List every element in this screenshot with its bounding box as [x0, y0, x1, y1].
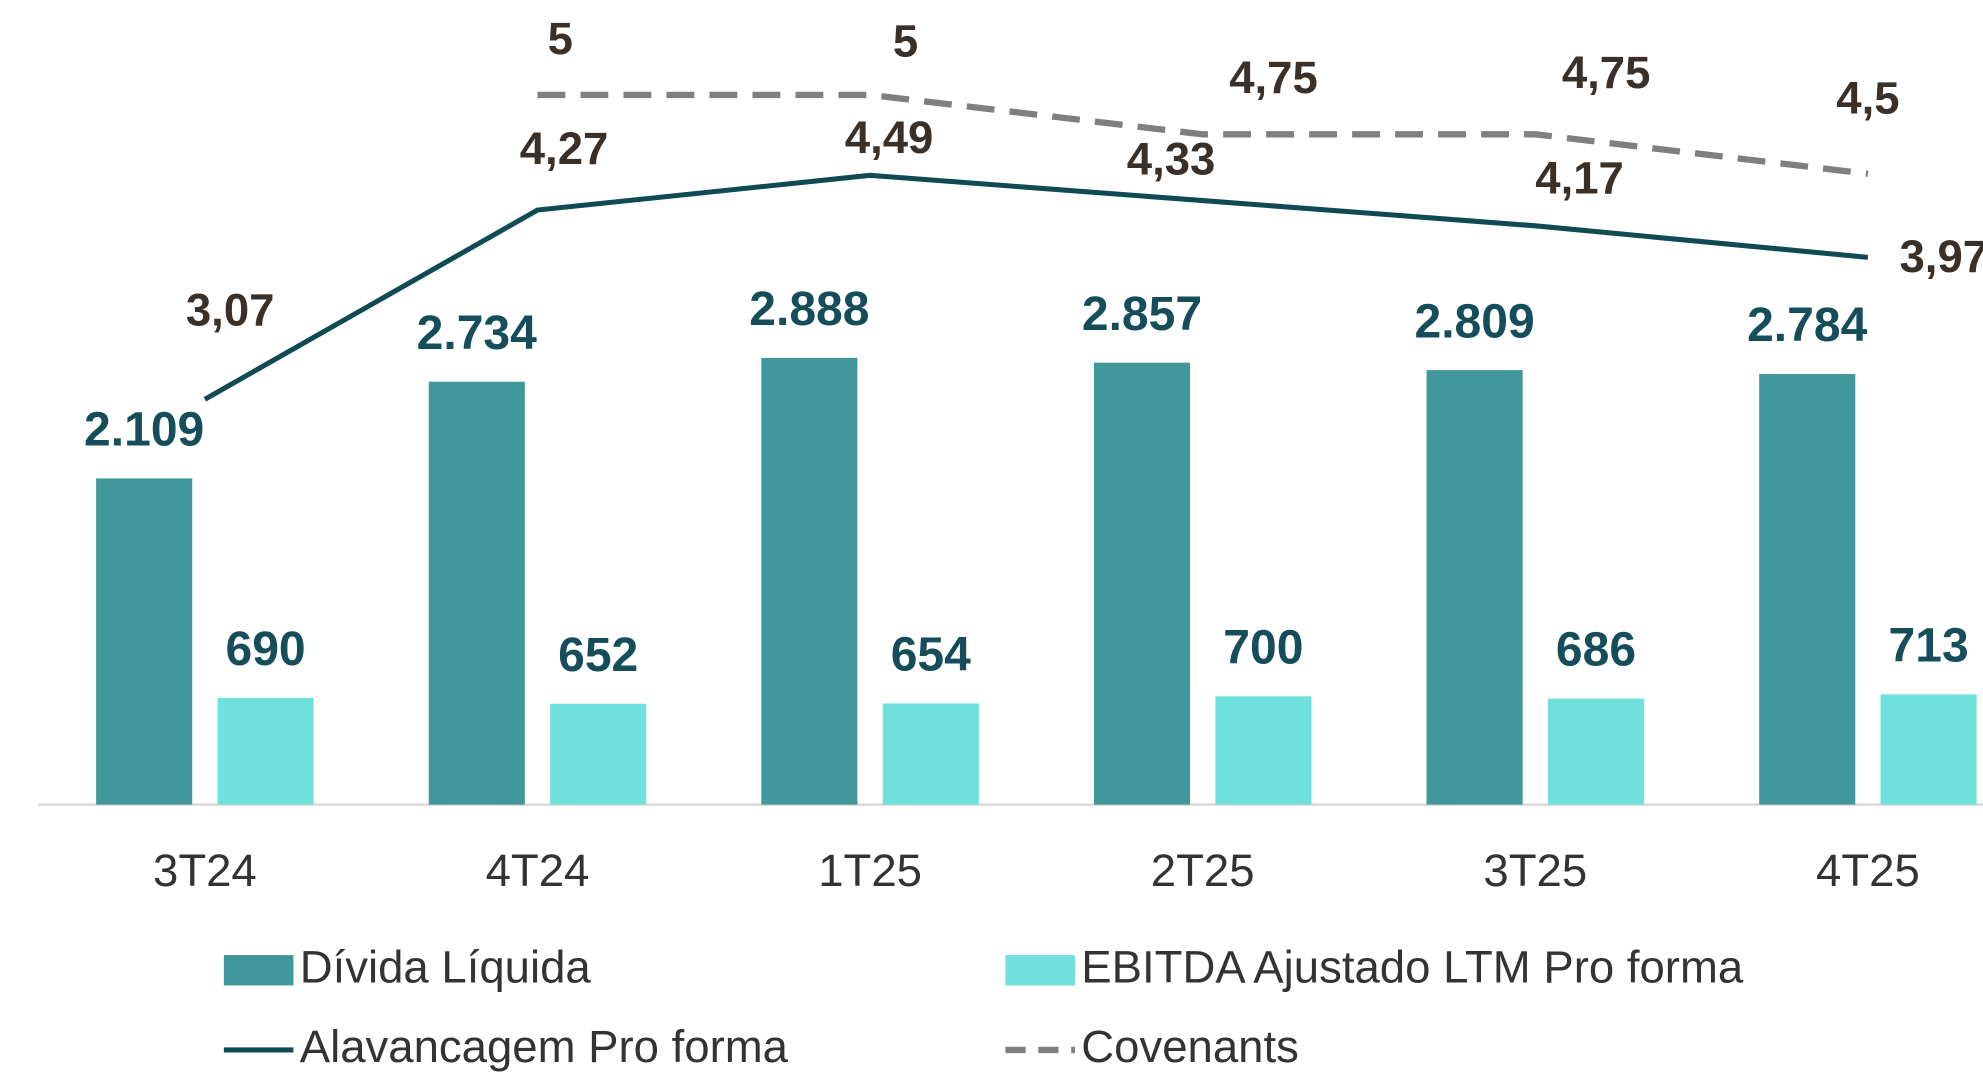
legend-label: Covenants — [1081, 1021, 1299, 1072]
legend-label: EBITDA Ajustado LTM Pro forma — [1081, 941, 1744, 992]
x-tick-label: 2T25 — [1151, 845, 1255, 896]
data-label: 690 — [225, 623, 305, 676]
legend-label: Alavancagem Pro forma — [300, 1021, 789, 1072]
data-label: 4,75 — [1229, 52, 1318, 103]
data-label: 2.109 — [84, 404, 204, 457]
data-label: 4,75 — [1562, 47, 1651, 98]
leverage-line — [203, 172, 1869, 402]
x-tick-label: 3T25 — [1483, 845, 1587, 896]
x-tick-label: 1T25 — [818, 845, 922, 896]
data-label: 5 — [548, 13, 573, 64]
bar — [1426, 370, 1523, 805]
data-label: 2.857 — [1082, 288, 1202, 341]
bar — [761, 357, 858, 805]
bar — [1880, 694, 1977, 805]
x-tick-label: 4T25 — [1816, 845, 1920, 896]
data-label: 3,97 — [1899, 231, 1983, 282]
bar — [1759, 373, 1856, 805]
data-label: 700 — [1223, 621, 1303, 674]
x-tick-label: 3T24 — [153, 845, 257, 896]
data-label: 2.888 — [749, 283, 869, 336]
legend-swatch — [223, 955, 294, 986]
data-label: 654 — [891, 629, 971, 682]
bar — [428, 381, 525, 805]
data-label: 713 — [1889, 619, 1969, 672]
bar — [882, 703, 979, 805]
data-label: 2.784 — [1747, 299, 1868, 352]
data-label: 4,49 — [845, 112, 934, 163]
data-label: 4,33 — [1127, 134, 1216, 185]
data-label: 4,5 — [1836, 73, 1899, 124]
data-label: 4,27 — [520, 123, 609, 174]
covenant-line — [537, 91, 1869, 177]
data-label: 2.734 — [417, 307, 538, 360]
bar — [217, 697, 314, 805]
bar — [96, 478, 193, 805]
bar — [550, 703, 647, 805]
data-label: 5 — [893, 15, 918, 66]
data-label: 652 — [558, 629, 638, 682]
data-label: 3,07 — [186, 284, 275, 335]
x-tick-label: 4T24 — [486, 845, 590, 896]
bar — [1215, 696, 1312, 805]
data-label: 686 — [1556, 624, 1636, 677]
bar — [1093, 362, 1191, 805]
legend-swatch — [1005, 955, 1075, 986]
legend-label: Dívida Líquida — [300, 941, 592, 992]
bar — [1547, 698, 1645, 805]
data-label: 2.809 — [1414, 295, 1534, 348]
data-label: 4,17 — [1535, 153, 1624, 204]
